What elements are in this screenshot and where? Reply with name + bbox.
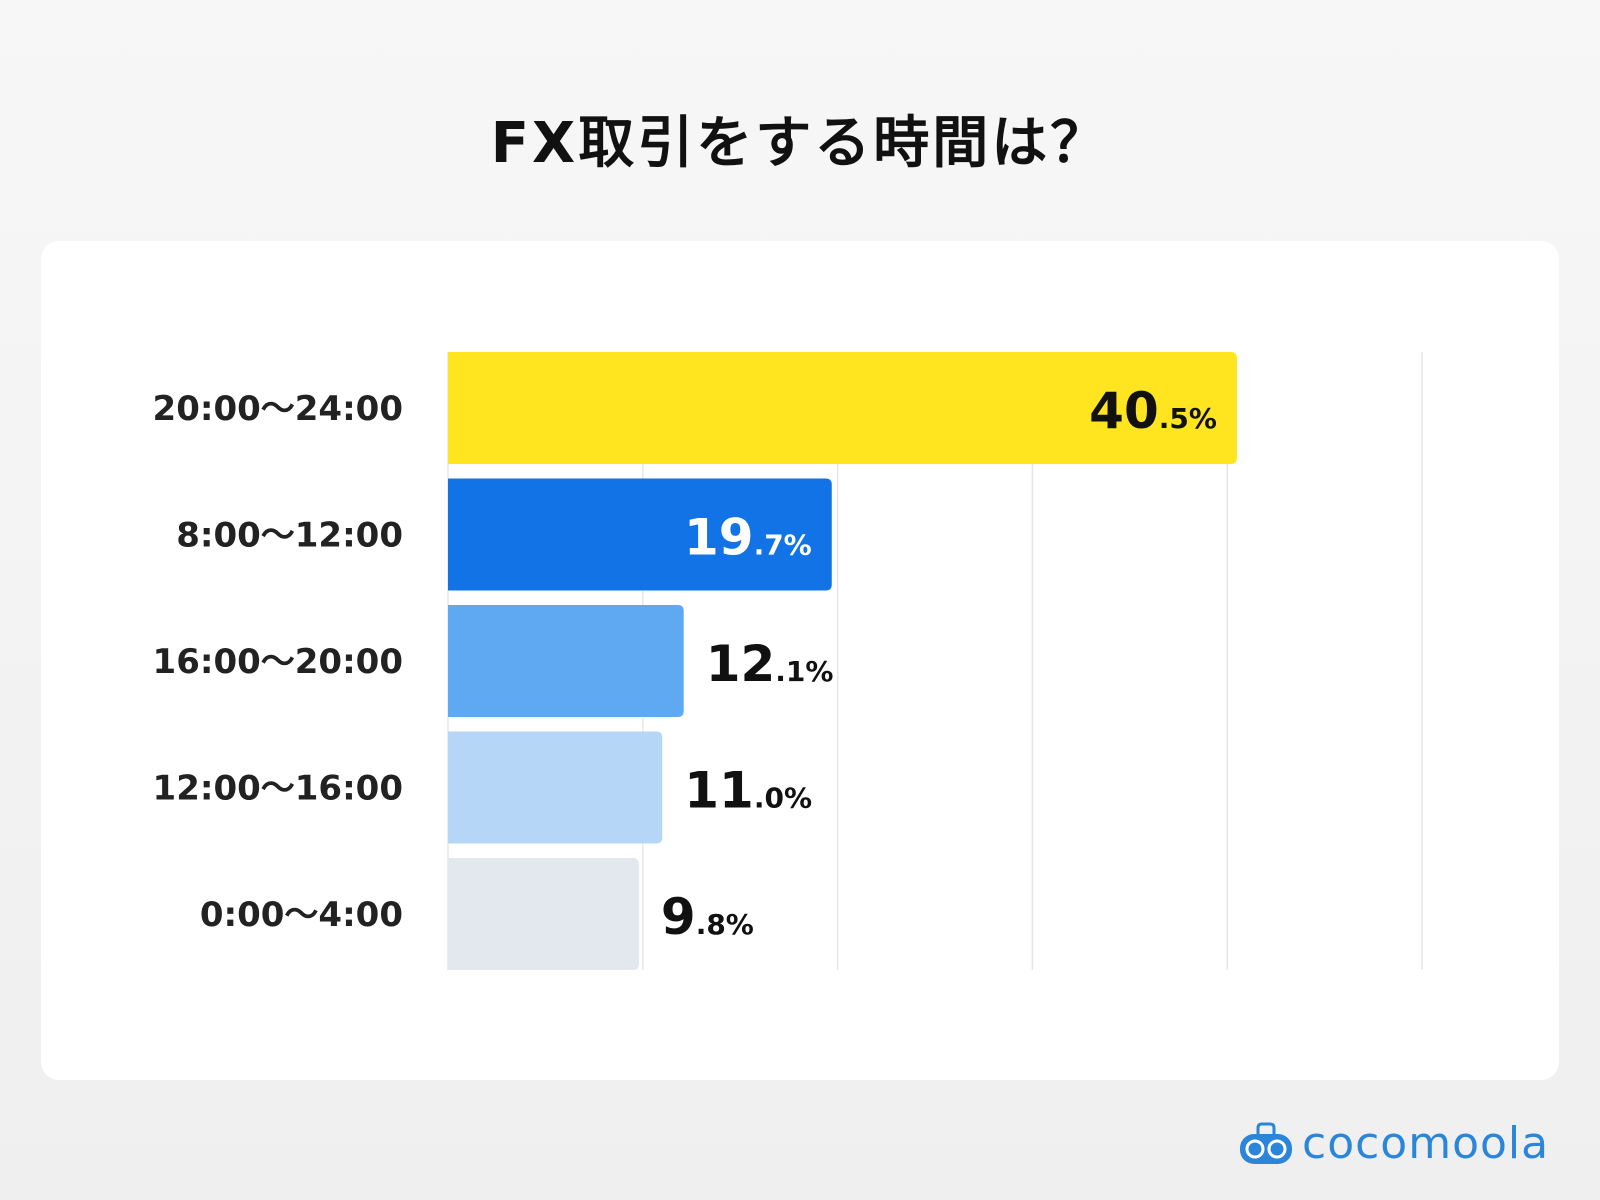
category-label: 8:00〜12:00	[176, 516, 403, 556]
value-label: 19.7%	[684, 509, 812, 567]
bar	[448, 478, 832, 591]
bar	[448, 352, 1237, 464]
category-label: 12:00〜16:00	[153, 769, 403, 809]
logo: cocomoola	[1238, 1118, 1549, 1169]
value-label: 11.0%	[684, 762, 812, 820]
value-label: 40.5%	[1089, 382, 1217, 440]
category-label: 16:00〜20:00	[153, 642, 403, 682]
value-label: 9.8%	[661, 888, 754, 946]
category-label: 0:00〜4:00	[200, 895, 403, 935]
bar	[448, 858, 639, 970]
logo-text: cocomoola	[1302, 1118, 1550, 1169]
bar	[448, 731, 663, 844]
category-label: 20:00〜24:00	[153, 389, 403, 429]
radio-logo-icon	[1240, 1122, 1292, 1164]
bar	[448, 605, 684, 717]
chart-title: FX取引をする時間は？	[490, 111, 1110, 176]
value-label: 12.1%	[706, 635, 834, 693]
